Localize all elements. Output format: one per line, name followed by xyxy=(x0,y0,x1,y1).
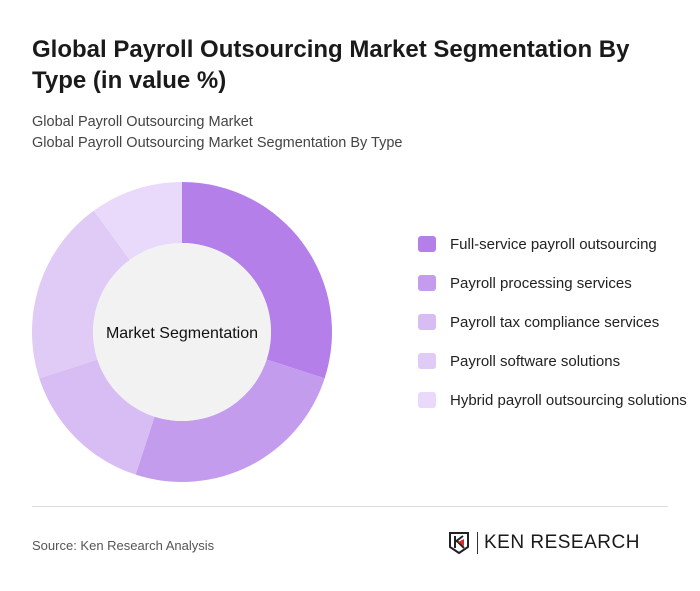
legend-item: Payroll tax compliance services xyxy=(418,312,688,334)
legend-item: Full-service payroll outsourcing xyxy=(418,234,688,256)
donut-chart: Market Segmentation xyxy=(31,182,332,483)
legend-item: Hybrid payroll outsourcing solutions xyxy=(418,390,688,412)
legend-swatch xyxy=(418,275,436,291)
ken-research-logo: KEN RESEARCH xyxy=(448,531,640,555)
legend-swatch xyxy=(418,353,436,369)
legend-label: Payroll tax compliance services xyxy=(450,314,660,331)
ken-logo-icon xyxy=(449,532,469,555)
center-label: Market Segmentation xyxy=(106,325,258,342)
page-title: Global Payroll Outsourcing Market Segmen… xyxy=(32,36,630,94)
legend: Full-service payroll outsourcing Payroll … xyxy=(418,234,688,429)
legend-swatch xyxy=(418,236,436,252)
subtitle-market: Global Payroll Outsourcing Market xyxy=(32,114,253,130)
legend-label: Hybrid payroll outsourcing solutions xyxy=(450,392,687,409)
donut-center xyxy=(93,243,271,421)
logo-separator xyxy=(477,532,478,554)
donut-slice-0 xyxy=(182,182,332,379)
legend-label: Payroll processing services xyxy=(450,275,632,292)
legend-item: Payroll processing services xyxy=(418,273,688,295)
source-note: Source: Ken Research Analysis xyxy=(32,538,215,553)
donut-slice-2 xyxy=(39,359,155,475)
legend-item: Payroll software solutions xyxy=(418,351,688,373)
legend-label: Payroll software solutions xyxy=(450,353,621,370)
donut-slice-3 xyxy=(31,210,130,379)
divider xyxy=(32,506,668,507)
legend-swatch xyxy=(418,392,436,408)
subtitle-segmentation: Global Payroll Outsourcing Market Segmen… xyxy=(32,135,403,151)
donut-slice-4 xyxy=(93,182,182,260)
legend-label: Full-service payroll outsourcing xyxy=(450,236,657,253)
legend-swatch xyxy=(418,314,436,330)
logo-text: KEN RESEARCH xyxy=(484,532,640,553)
donut-slice-1 xyxy=(135,359,325,483)
